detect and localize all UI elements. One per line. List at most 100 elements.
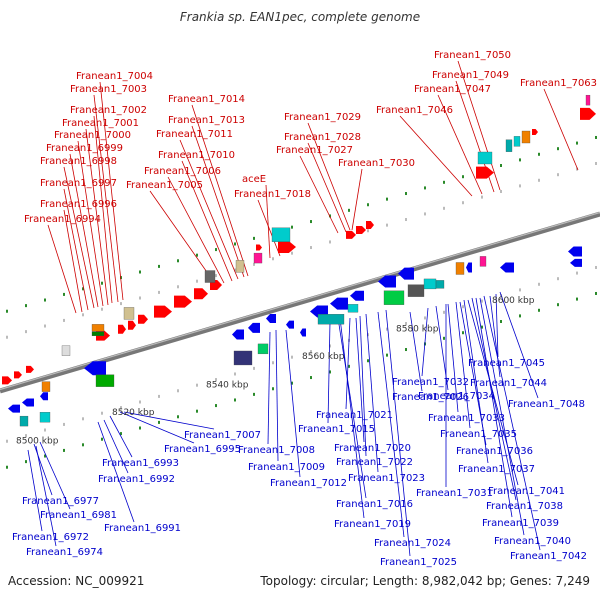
reverse-gene-label: Franean1_7023 <box>348 473 425 484</box>
forward-leader-line <box>181 160 233 282</box>
backbone-highlight <box>0 211 600 391</box>
reverse-gene-label: Franean1_7033 <box>428 413 505 424</box>
gene-forward-arrow <box>476 166 494 179</box>
guide-dot <box>538 178 540 182</box>
guide-dot <box>519 158 521 162</box>
guide-dot <box>44 298 46 302</box>
guide-dot <box>215 404 217 408</box>
gene-forward-arrow <box>2 376 12 385</box>
gene-box <box>435 280 445 289</box>
guide-dot <box>6 439 8 443</box>
guide-dot <box>367 359 369 363</box>
reverse-gene-label: Franean1_7031 <box>416 488 493 499</box>
guide-dot <box>82 443 84 447</box>
guide-dot <box>462 175 464 179</box>
gene-forward-arrow <box>256 244 262 251</box>
gene-forward-arrow <box>26 365 34 373</box>
reverse-leader-line <box>495 293 499 358</box>
guide-dot <box>576 297 578 301</box>
reverse-leader-line <box>35 445 57 547</box>
forward-leader-line <box>437 94 483 195</box>
reverse-leader-line <box>489 295 501 378</box>
guide-dot <box>462 305 464 309</box>
reverse-leader-line <box>103 419 129 474</box>
forward-gene-label: Franean1_7014 <box>168 94 245 105</box>
forward-gene-label: Franean1_7046 <box>376 105 453 116</box>
gene-box <box>235 260 245 273</box>
guide-dot <box>329 370 331 374</box>
reverse-leader-line <box>471 297 517 501</box>
accession-text: Accession: NC_009921 <box>8 574 145 588</box>
forward-leader-line <box>63 166 95 309</box>
gene-box <box>317 314 345 325</box>
reverse-gene-label: Franean1_7021 <box>316 410 393 421</box>
guide-dot <box>101 307 103 311</box>
guide-dot <box>310 246 312 250</box>
gene-box <box>479 256 487 267</box>
forward-gene-label: Franean1_7003 <box>70 84 147 95</box>
guide-dot <box>462 331 464 335</box>
guide-dot <box>234 372 236 376</box>
guide-dot <box>519 184 521 188</box>
guide-dot <box>329 240 331 244</box>
reverse-leader-line <box>285 329 301 478</box>
forward-gene-label: Franean1_7047 <box>414 84 491 95</box>
reverse-gene-label: Franean1_6974 <box>26 547 103 558</box>
forward-leader-line <box>93 115 113 304</box>
reverse-leader-line <box>109 415 133 458</box>
reverse-leader-line <box>345 317 351 410</box>
forward-gene-label: Franean1_6994 <box>24 214 101 225</box>
guide-dot <box>424 212 426 216</box>
reverse-leader-line <box>365 313 379 473</box>
guide-dot <box>272 257 274 261</box>
guide-dot <box>101 281 103 285</box>
forward-leader-line <box>63 209 83 313</box>
reverse-gene-label: Franean1_7019 <box>334 519 411 530</box>
guide-dot <box>386 223 388 227</box>
guide-dot <box>291 225 293 229</box>
reverse-leader-line <box>377 311 405 538</box>
reverse-gene-label: Franean1_6995 <box>164 444 241 455</box>
guide-dot <box>519 314 521 318</box>
guide-dot <box>44 324 46 328</box>
forward-gene-label: Franean1_7029 <box>284 112 361 123</box>
reverse-gene-label: Franean1_7035 <box>440 429 517 440</box>
reverse-gene-label: Franean1_7036 <box>456 446 533 457</box>
reverse-gene-label: Franean1_7016 <box>336 499 413 510</box>
reverse-gene-label: Franean1_7026 <box>392 392 469 403</box>
forward-leader-line <box>69 153 99 308</box>
guide-dot <box>82 287 84 291</box>
gene-reverse-arrow <box>266 314 276 324</box>
guide-dot <box>291 251 293 255</box>
guide-dot <box>310 376 312 380</box>
forward-gene-label: Franean1_7027 <box>276 145 353 156</box>
guide-dot <box>82 417 84 421</box>
forward-gene-label: Franean1_6999 <box>46 143 123 154</box>
guide-dot <box>367 229 369 233</box>
gene-reverse-arrow <box>8 404 20 413</box>
reverse-leader-line <box>409 311 423 392</box>
gene-forward-arrow <box>14 371 22 379</box>
forward-gene-label: Franean1_6998 <box>40 156 117 167</box>
reverse-leader-line <box>359 315 367 457</box>
guide-dot <box>443 336 445 340</box>
reverse-gene-label: Franean1_6977 <box>22 496 99 507</box>
guide-dot <box>44 454 46 458</box>
gene-box <box>423 278 437 290</box>
guide-dot <box>557 277 559 281</box>
forward-leader-line <box>179 139 239 280</box>
gene-box <box>41 381 51 392</box>
reverse-leader-line <box>463 299 489 464</box>
gene-box <box>477 151 493 165</box>
reverse-leader-line <box>447 303 459 413</box>
scale-ticks: 8500 kbp 8520 kbp 8540 kbp 8560 kbp 8580 kbp… <box>16 296 535 446</box>
forward-leader-line <box>265 184 271 259</box>
guide-dot <box>215 378 217 382</box>
reverse-leader-line <box>275 329 279 462</box>
scale-tick-label: 8580 kbp <box>396 324 439 334</box>
gene-forward-arrow <box>356 225 366 234</box>
guide-dot <box>291 381 293 385</box>
guide-dot <box>177 285 179 289</box>
forward-gene-label: Franean1_7002 <box>70 105 147 116</box>
